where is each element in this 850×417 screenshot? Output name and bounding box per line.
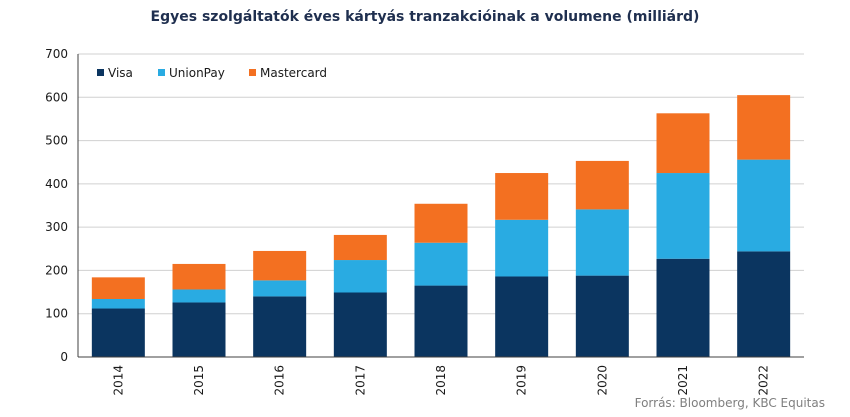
bar-visa-2021: [656, 258, 710, 357]
bar-visa-2015: [172, 302, 226, 357]
bars: [91, 95, 791, 357]
y-tick-label: 500: [45, 134, 68, 148]
bar-unionpay-2015: [172, 289, 226, 303]
bar-mastercard-2014: [91, 277, 145, 299]
y-tick-label: 700: [45, 47, 68, 61]
bar-unionpay-2021: [656, 173, 710, 259]
legend-label-unionpay: UnionPay: [169, 66, 225, 80]
x-tick-label: 2022: [757, 365, 771, 396]
legend-swatch-unionpay: [158, 69, 165, 76]
bar-visa-2019: [495, 276, 549, 357]
y-tick-label: 0: [60, 350, 68, 364]
axes: 0 100 200 300 400 500 600 700 2014 2015 2016 2017 20…: [45, 47, 804, 396]
legend-swatch-mastercard: [249, 69, 256, 76]
x-tick-label: 2014: [111, 365, 125, 396]
bar-mastercard-2019: [495, 173, 549, 220]
x-tick-label: 2018: [434, 365, 448, 396]
bar-mastercard-2015: [172, 263, 226, 290]
bar-visa-2020: [575, 275, 629, 357]
bar-mastercard-2018: [414, 203, 468, 243]
bar-unionpay-2019: [495, 219, 549, 277]
bar-unionpay-2018: [414, 242, 468, 286]
y-tick-label: 600: [45, 90, 68, 104]
x-tick-label: 2015: [192, 365, 206, 396]
bar-mastercard-2017: [333, 234, 387, 261]
chart-title: Egyes szolgáltatók éves kártyás tranzakc…: [150, 9, 700, 25]
bar-mastercard-2022: [737, 95, 791, 160]
x-tick-label: 2020: [595, 365, 609, 396]
bar-visa-2018: [414, 285, 468, 357]
legend-swatch-visa: [97, 69, 104, 76]
bar-unionpay-2016: [253, 280, 307, 297]
bar-mastercard-2016: [253, 250, 307, 281]
x-tick-label: 2021: [676, 365, 690, 396]
y-tick-label: 300: [45, 220, 68, 234]
bar-unionpay-2014: [91, 298, 145, 309]
y-tick-label: 200: [45, 263, 68, 277]
y-tick-label: 400: [45, 177, 68, 191]
bar-visa-2022: [737, 251, 791, 357]
source-note: Forrás: Bloomberg, KBC Equitas: [634, 396, 825, 410]
x-tick-label: 2017: [353, 365, 367, 396]
bar-unionpay-2020: [575, 209, 629, 276]
bar-unionpay-2017: [333, 260, 387, 293]
legend: Visa UnionPay Mastercard: [97, 66, 327, 80]
bar-unionpay-2022: [737, 159, 791, 252]
x-tick-label: 2019: [515, 365, 529, 396]
bar-visa-2017: [333, 292, 387, 357]
legend-label-visa: Visa: [108, 66, 133, 80]
bar-visa-2016: [253, 296, 307, 357]
x-tick-label: 2016: [273, 365, 287, 396]
legend-label-mastercard: Mastercard: [260, 66, 327, 80]
bar-mastercard-2021: [656, 113, 710, 174]
bar-visa-2014: [91, 308, 145, 357]
y-tick-label: 100: [45, 307, 68, 321]
bar-mastercard-2020: [575, 160, 629, 210]
